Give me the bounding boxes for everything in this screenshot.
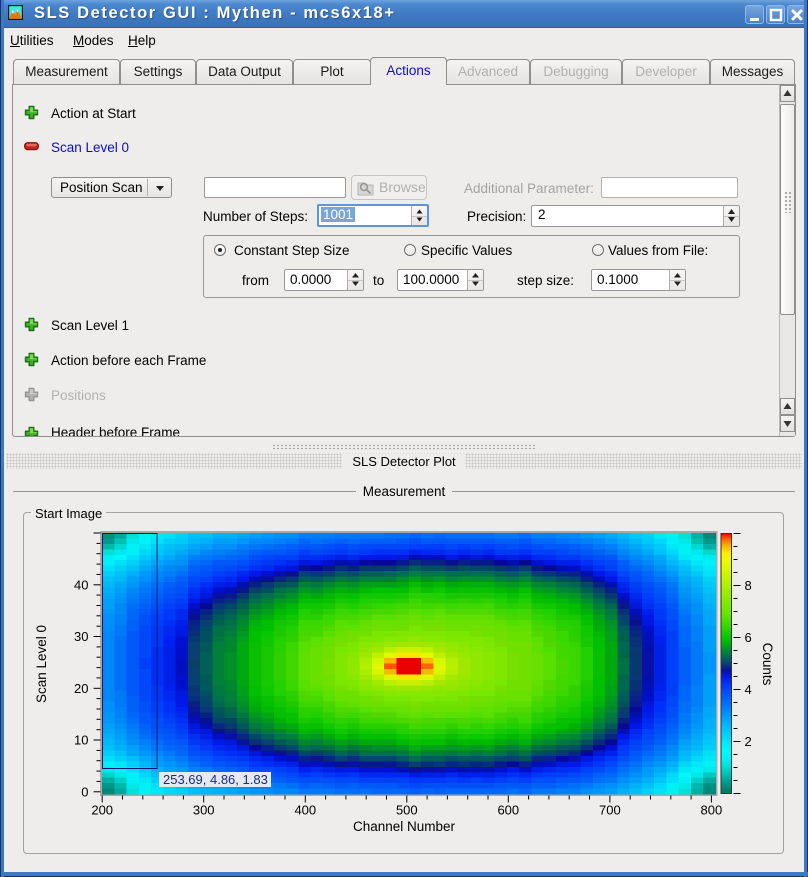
svg-text:0: 0 <box>81 784 88 799</box>
svg-text:8: 8 <box>745 578 752 593</box>
svg-text:600: 600 <box>497 803 519 818</box>
svg-text:30: 30 <box>74 629 88 644</box>
svg-text:10: 10 <box>74 733 88 748</box>
svg-text:6: 6 <box>745 630 752 645</box>
svg-text:4: 4 <box>745 682 752 697</box>
svg-text:500: 500 <box>396 803 418 818</box>
svg-text:800: 800 <box>701 803 723 818</box>
svg-text:20: 20 <box>74 681 88 696</box>
svg-text:200: 200 <box>91 803 113 818</box>
svg-text:Channel Number: Channel Number <box>353 819 456 834</box>
svg-text:400: 400 <box>294 803 316 818</box>
svg-text:40: 40 <box>74 577 88 592</box>
svg-text:Scan Level 0: Scan Level 0 <box>34 625 49 703</box>
svg-text:700: 700 <box>599 803 621 818</box>
svg-text:Counts: Counts <box>760 643 775 686</box>
svg-text:2: 2 <box>745 734 752 749</box>
svg-text:300: 300 <box>193 803 215 818</box>
svg-text:253.69, 4.86, 1.83: 253.69, 4.86, 1.83 <box>163 772 268 787</box>
